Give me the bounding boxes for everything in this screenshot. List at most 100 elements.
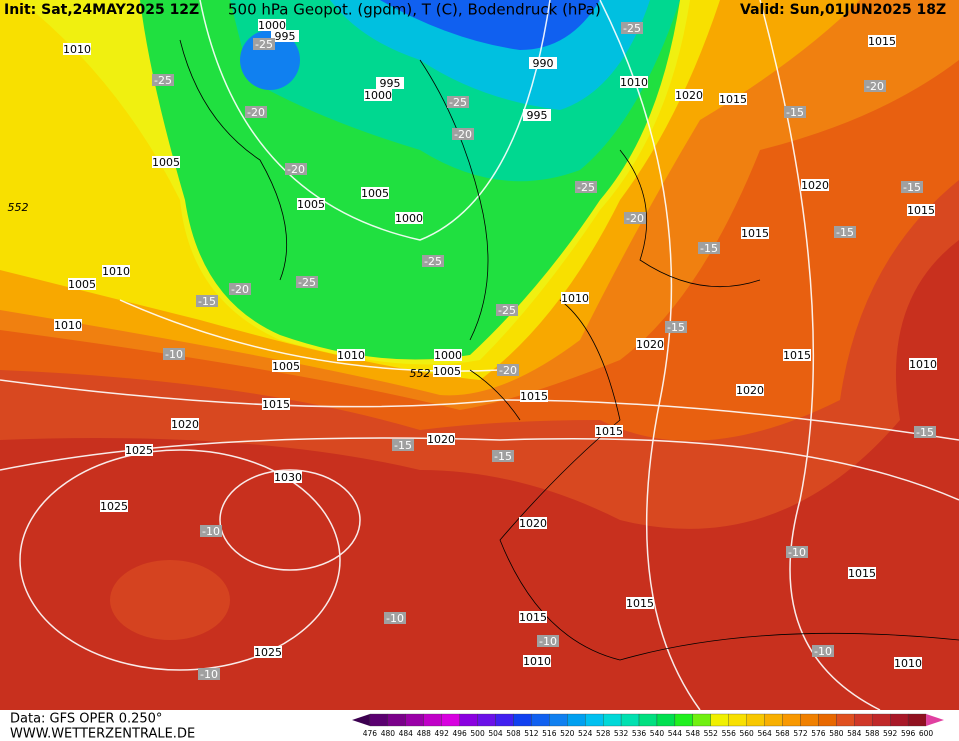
legend-cell	[872, 713, 891, 727]
legend-label: 544	[668, 729, 683, 738]
isobar-label-box	[63, 43, 91, 55]
isobar-label-box	[274, 471, 302, 483]
color-legend: 476 480 484 488 492 496 500 504 508 512 516 520 524 5…	[352, 713, 944, 738]
legend-cell	[531, 713, 550, 727]
isobar-label-box	[262, 398, 290, 410]
legend-cell	[728, 713, 747, 727]
isobar-label-box	[519, 517, 547, 529]
legend-label: 504	[488, 729, 503, 738]
temperature-label: -25	[577, 181, 595, 194]
isobar-label: 1020	[801, 179, 829, 192]
isobar-label-box	[675, 89, 703, 101]
temperature-label-box	[152, 74, 174, 86]
init-time: Init: Sat,24MAY2025 12Z	[4, 2, 199, 18]
temperature-label: -10	[202, 525, 220, 538]
temperature-label: -20	[499, 364, 517, 377]
temperature-label-box	[864, 80, 886, 92]
temperature-label: -15	[394, 439, 412, 452]
legend-cell	[710, 713, 729, 727]
temperature-label: -15	[836, 226, 854, 239]
legend-label: 512	[524, 729, 539, 738]
legend-label: 592	[883, 729, 898, 738]
temperature-label: -25	[449, 96, 467, 109]
legend-cell	[567, 713, 586, 727]
legend-cell	[836, 713, 855, 727]
temperature-label: -10	[165, 348, 183, 361]
legend-cell	[441, 713, 460, 727]
isobar-label-box	[719, 93, 747, 105]
legend-label: 508	[506, 729, 521, 738]
temperature-label: -25	[255, 38, 273, 51]
isobar-label-box	[909, 358, 937, 370]
isobar-label-box	[620, 76, 648, 88]
isobar-label: 1025	[254, 646, 282, 659]
temperature-label-box	[384, 612, 406, 624]
legend-cell	[477, 713, 496, 727]
legend-cell	[387, 713, 406, 727]
isobar-label-box	[868, 35, 896, 47]
legend-label: 496	[452, 729, 467, 738]
legend-cell	[818, 713, 837, 727]
legend-label: 528	[596, 729, 611, 738]
temperature-label: -10	[814, 645, 832, 658]
temperature-label-box	[624, 212, 646, 224]
temperature-label-box	[296, 276, 318, 288]
legend-label: 520	[560, 729, 575, 738]
temperature-label-box	[901, 181, 923, 193]
legend-label: 488	[417, 729, 432, 738]
temperature-label: -15	[494, 450, 512, 463]
isobar-label: 1020	[519, 517, 547, 530]
temperature-label: -10	[539, 635, 557, 648]
temperature-label: -25	[623, 22, 641, 35]
legend-label: 480	[381, 729, 396, 738]
legend-cell	[692, 713, 711, 727]
isobar-label: 1000	[434, 349, 462, 362]
legend-cell	[782, 713, 801, 727]
isobar-label: 1010	[523, 655, 551, 668]
legend-cell	[638, 713, 658, 727]
temperature-label-box	[196, 295, 218, 307]
isobar-label: 1020	[736, 384, 764, 397]
height-label: 552	[410, 367, 431, 380]
temperature-label-box	[621, 22, 643, 34]
isobar-label: 1030	[274, 471, 302, 484]
temperature-label: -15	[667, 321, 685, 334]
data-source: Data: GFS OPER 0.250°	[10, 712, 162, 727]
temperature-label: -15	[198, 295, 216, 308]
legend-label: 572	[793, 729, 808, 738]
isobar-label: 1000	[364, 89, 392, 102]
legend-label: 500	[470, 729, 485, 738]
isobar-label-box	[848, 567, 876, 579]
legend-label: 556	[722, 729, 737, 738]
legend-cell	[907, 713, 927, 727]
isobar-label-box	[272, 360, 300, 372]
isobar-label: 1015	[868, 35, 896, 48]
legend-label: 476	[363, 729, 378, 738]
legend-label: 584	[847, 729, 862, 738]
isobar-label-box	[523, 109, 551, 121]
isobar-label-box	[520, 390, 548, 402]
isobar-label: 995	[380, 77, 401, 90]
legend-label: 568	[775, 729, 790, 738]
legend-arrow-right	[926, 714, 944, 726]
temperature-label: -25	[498, 304, 516, 317]
isobar-label-box	[361, 187, 389, 199]
temperature-label: -20	[866, 80, 884, 93]
isobar-label-box	[636, 338, 664, 350]
isobar-label: 1015	[741, 227, 769, 240]
isobar-label-box	[519, 611, 547, 623]
isobar-label-box	[68, 278, 96, 290]
isobar-label-box	[364, 89, 392, 101]
temperature-label-box	[665, 321, 687, 333]
isobar-label-box	[337, 349, 365, 361]
temperature-label-box	[784, 106, 806, 118]
isobar-label: 1015	[848, 567, 876, 580]
temperature-label: -25	[154, 74, 172, 87]
isobar-label: 1010	[561, 292, 589, 305]
legend-cell	[513, 713, 532, 727]
isobar-label: 1015	[719, 93, 747, 106]
temperature-label-box	[786, 546, 808, 558]
temperature-label-box	[496, 304, 518, 316]
